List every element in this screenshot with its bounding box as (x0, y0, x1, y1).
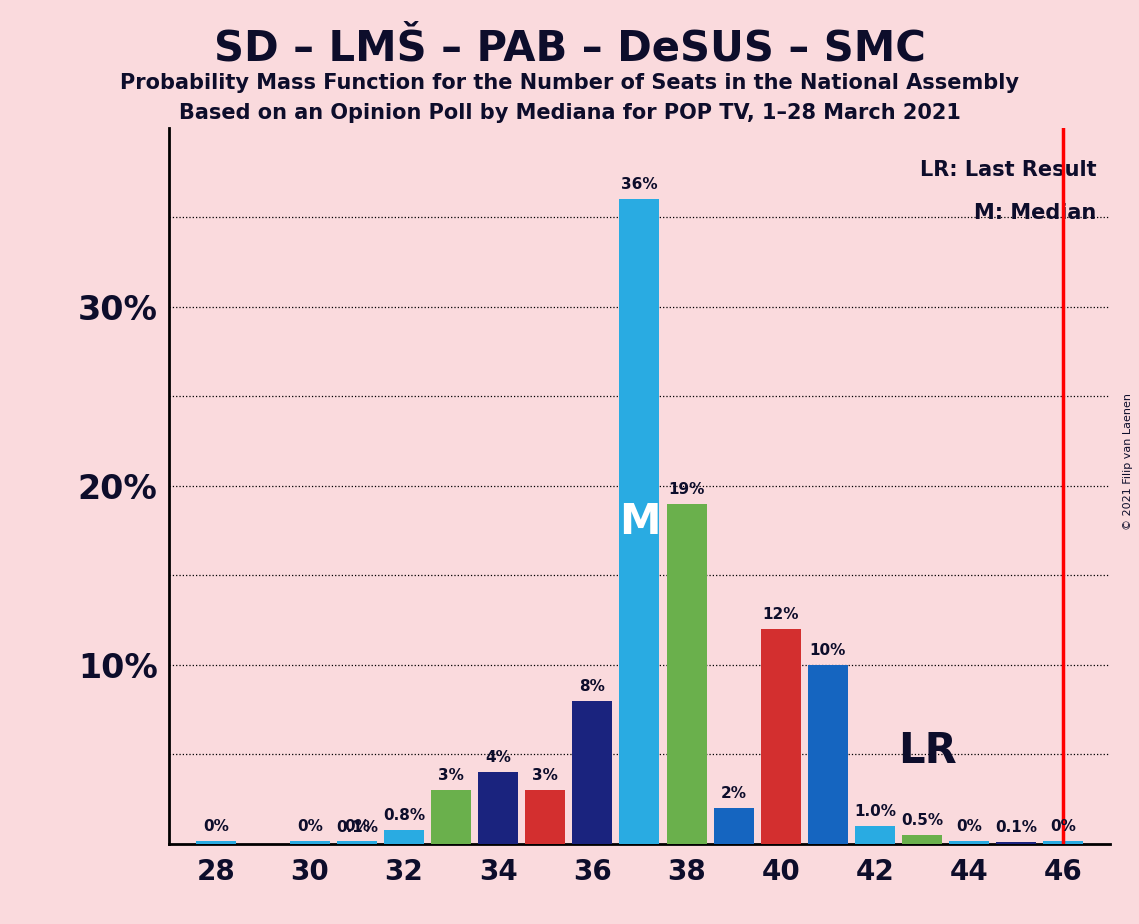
Text: 36%: 36% (621, 177, 658, 192)
Text: LR: Last Result: LR: Last Result (919, 160, 1096, 180)
Text: Based on an Opinion Poll by Mediana for POP TV, 1–28 March 2021: Based on an Opinion Poll by Mediana for … (179, 103, 960, 123)
Bar (384, 830, 424, 844)
Text: 0%: 0% (297, 820, 322, 834)
Text: M: M (618, 501, 661, 542)
Text: 10%: 10% (810, 643, 846, 658)
Text: SD – LMŠ – PAB – DeSUS – SMC: SD – LMŠ – PAB – DeSUS – SMC (214, 28, 925, 69)
Text: © 2021 Filip van Laenen: © 2021 Filip van Laenen (1123, 394, 1132, 530)
Bar (761, 629, 801, 844)
Text: 0%: 0% (956, 820, 982, 834)
Bar (620, 200, 659, 844)
Text: LR: LR (899, 730, 957, 772)
Bar (902, 835, 942, 844)
Text: 3%: 3% (439, 768, 464, 784)
Text: 19%: 19% (669, 481, 705, 496)
Text: 0%: 0% (203, 820, 229, 834)
Bar (337, 842, 377, 844)
Text: 0.1%: 0.1% (336, 821, 378, 835)
Text: 0%: 0% (1050, 820, 1076, 834)
Bar (525, 790, 565, 844)
Bar (949, 842, 989, 844)
Text: 3%: 3% (532, 768, 558, 784)
Bar (478, 772, 518, 844)
Text: 8%: 8% (580, 678, 605, 694)
Bar (714, 808, 754, 844)
Bar (1043, 842, 1083, 844)
Text: 12%: 12% (762, 607, 798, 622)
Bar (289, 842, 330, 844)
Text: M: Median: M: Median (974, 203, 1096, 223)
Bar (808, 665, 847, 844)
Text: 0.1%: 0.1% (995, 821, 1038, 835)
Text: 0%: 0% (344, 820, 370, 834)
Bar (573, 700, 613, 844)
Text: 2%: 2% (721, 786, 747, 801)
Text: 1.0%: 1.0% (854, 804, 896, 819)
Bar (666, 504, 706, 844)
Bar (337, 842, 377, 844)
Text: 0.5%: 0.5% (901, 813, 943, 828)
Bar (196, 842, 236, 844)
Bar (997, 842, 1036, 844)
Text: 4%: 4% (485, 750, 511, 765)
Text: Probability Mass Function for the Number of Seats in the National Assembly: Probability Mass Function for the Number… (120, 73, 1019, 93)
Text: 0.8%: 0.8% (383, 808, 425, 822)
Bar (432, 790, 472, 844)
Bar (855, 826, 895, 844)
